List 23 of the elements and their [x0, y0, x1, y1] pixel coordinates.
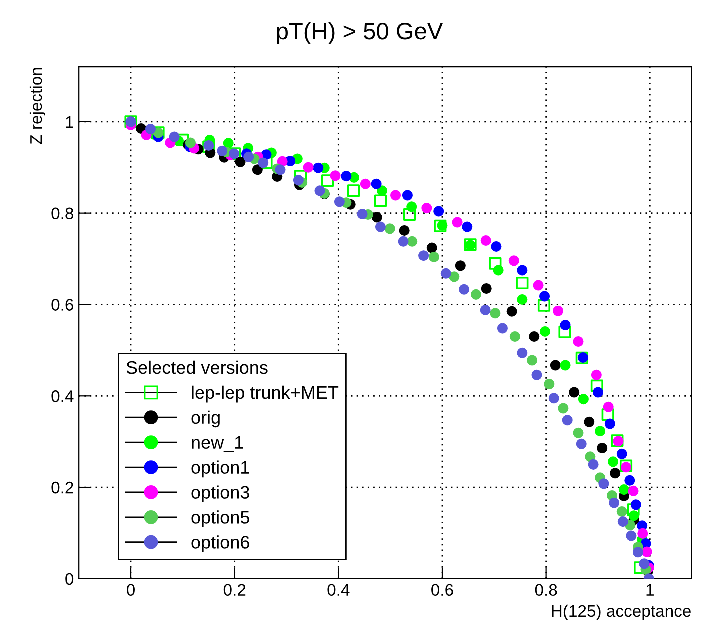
x-tick-label: 0.6 [432, 584, 454, 596]
legend-label: option1 [192, 460, 250, 478]
x-axis-title: H(125) acceptance [552, 604, 691, 620]
legend-title: Selected versions [126, 360, 268, 374]
y-tick-label: 0.4 [52, 390, 74, 402]
x-tick-label: 0.8 [535, 584, 558, 596]
x-tick-label: 0.4 [328, 584, 350, 596]
y-tick-label: 0.2 [52, 482, 74, 494]
legend-label: option3 [192, 486, 250, 503]
y-tick-label: 0.6 [52, 299, 74, 311]
legend-label: lep-lep trunk+MET [192, 386, 339, 403]
y-tick-label: 0.8 [52, 208, 74, 220]
x-tick-label: 0.2 [224, 584, 246, 596]
y-axis-title: Z rejection [30, 68, 46, 144]
legend-label: option6 [192, 536, 250, 552]
y-tick-label: 0 [66, 573, 74, 586]
x-tick-label: 0 [127, 584, 135, 596]
legend-label: new_1 [192, 436, 244, 452]
legend-label: orig [192, 410, 220, 428]
legend-label: option5 [192, 510, 250, 528]
y-tick-label: 1 [66, 116, 74, 128]
x-tick-label: 1 [646, 584, 654, 596]
chart-title: pT(H) > 50 GeV [277, 22, 444, 44]
